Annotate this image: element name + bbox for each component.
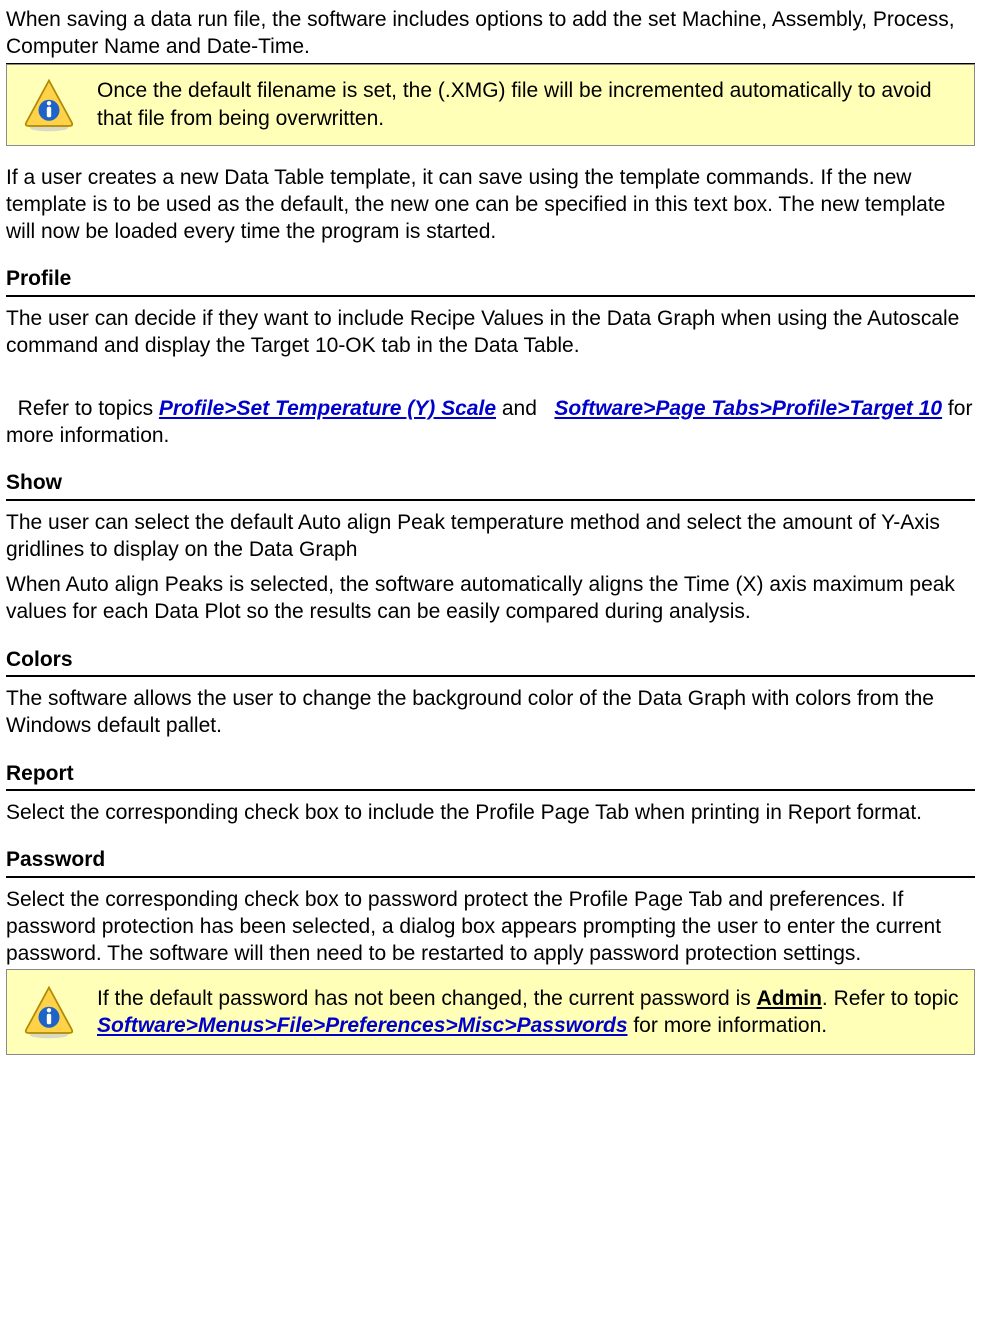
info-icon (21, 984, 77, 1040)
link-target-10[interactable]: Software>Page Tabs>Profile>Target 10 (554, 397, 942, 420)
show-p1: The user can select the default Auto ali… (6, 509, 975, 564)
note-box-password: If the default password has not been cha… (6, 969, 975, 1055)
heading-password: Password (6, 846, 975, 877)
note2-admin: Admin (757, 987, 822, 1010)
report-p1: Select the corresponding check box to in… (6, 799, 975, 826)
profile-refer-mid: and (496, 397, 554, 420)
link-passwords-pref[interactable]: Software>Menus>File>Preferences>Misc>Pas… (97, 1014, 628, 1037)
heading-colors: Colors (6, 646, 975, 677)
link-profile-scale[interactable]: Profile>Set Temperature (Y) Scale (159, 397, 496, 420)
note-text-password: If the default password has not been cha… (97, 985, 960, 1040)
note-box-xmg: Once the default filename is set, the (.… (6, 64, 975, 146)
heading-profile: Profile (6, 265, 975, 296)
colors-p1: The software allows the user to change t… (6, 685, 975, 740)
profile-refer: Refer to topics Profile>Set Temperature … (6, 367, 975, 449)
note2-text-b: . Refer to topic (822, 987, 959, 1010)
profile-p1: The user can decide if they want to incl… (6, 305, 975, 360)
note2-text-c: for more information. (628, 1014, 828, 1037)
show-p2: When Auto align Peaks is selected, the s… (6, 571, 975, 626)
profile-refer-pre: Refer to topics (18, 397, 159, 420)
note-text-xmg: Once the default filename is set, the (.… (97, 77, 960, 132)
note2-text-a: If the default password has not been cha… (97, 987, 757, 1010)
heading-show: Show (6, 469, 975, 500)
info-icon (21, 77, 77, 133)
heading-report: Report (6, 760, 975, 791)
password-p1: Select the corresponding check box to pa… (6, 886, 975, 970)
template-paragraph: If a user creates a new Data Table templ… (6, 164, 975, 246)
intro-paragraph: When saving a data run file, the softwar… (6, 6, 975, 64)
